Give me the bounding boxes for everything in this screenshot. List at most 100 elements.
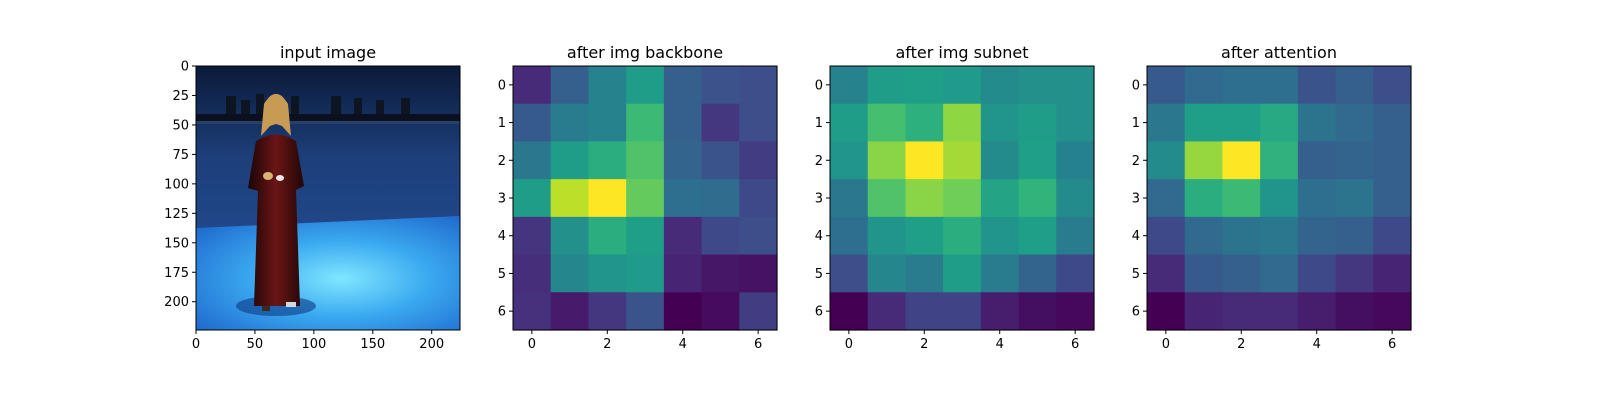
heatmap-cell — [1222, 103, 1261, 143]
heatmap-cell — [550, 254, 590, 293]
heatmap-cell — [739, 66, 778, 105]
heatmap-cell — [588, 292, 627, 331]
y-axis: 0 1 2 3 4 5 6 — [815, 78, 830, 320]
heatmap-cell — [1222, 66, 1261, 105]
heatmap-cell — [1184, 179, 1224, 218]
y-tick-label: 3 — [1132, 192, 1140, 207]
y-tick-label: 1 — [498, 116, 506, 131]
heatmap-cell — [1147, 179, 1186, 218]
y-tick-label: 100 — [164, 177, 189, 192]
y-tick-label: 0 — [498, 78, 506, 93]
y-tick-label: 0 — [1132, 78, 1140, 93]
y-tick-label: 6 — [815, 305, 823, 320]
heatmap-cell — [1335, 254, 1374, 293]
x-tick-label: 100 — [301, 337, 326, 352]
heatmap-cell — [1222, 216, 1261, 256]
y-tick-label: 4 — [815, 229, 823, 244]
x-tick-label: 4 — [679, 337, 687, 352]
heatmap-cell — [905, 103, 944, 143]
heatmap-cell — [550, 66, 590, 105]
heatmap-cell — [1335, 103, 1374, 143]
heatmap-cell — [663, 216, 703, 256]
x-tick-label: 4 — [1313, 337, 1321, 352]
heatmap-cell — [943, 216, 982, 256]
y-tick-label: 1 — [815, 116, 823, 131]
heatmap-cell — [1056, 216, 1095, 256]
heatmap-cell — [1373, 216, 1412, 256]
heatmap-cell — [513, 66, 552, 105]
heatmap-cell — [701, 103, 740, 143]
heatmap-cell — [830, 254, 869, 293]
heatmap-cell — [739, 179, 778, 218]
y-tick-label: 200 — [164, 295, 189, 310]
heatmap-cell — [1260, 141, 1299, 180]
heatmap-cell — [513, 254, 552, 293]
heatmap-cell — [1373, 292, 1412, 331]
x-axis: 0 2 4 6 — [528, 330, 762, 352]
heatmap-cell — [1297, 216, 1337, 256]
heatmap-cell — [513, 103, 552, 143]
x-tick-label: 200 — [419, 337, 444, 352]
heatmap-cell — [1297, 141, 1337, 180]
heatmap-cell — [830, 292, 869, 331]
heatmap-cell — [1335, 292, 1374, 331]
heatmap-cell — [943, 254, 982, 293]
heatmap-cell — [626, 179, 665, 218]
heatmap-cell — [1373, 179, 1412, 218]
heatmap-cell — [905, 254, 944, 293]
x-tick-label: 0 — [192, 337, 200, 352]
heatmap-cell — [588, 254, 627, 293]
heatmap-cell — [905, 292, 944, 331]
y-tick-label: 6 — [1132, 305, 1140, 320]
heatmap-cell — [1018, 216, 1057, 256]
heatmap-cell — [626, 216, 665, 256]
heatmap-cell — [1056, 292, 1095, 331]
heatmap-cell — [513, 179, 552, 218]
heatmap-cell — [1184, 103, 1224, 143]
heatmap-cell — [980, 141, 1020, 180]
heatmap-cell — [1147, 103, 1186, 143]
heatmap-cell — [1018, 141, 1057, 180]
heatmap-cell — [1260, 254, 1299, 293]
y-tick-label: 2 — [815, 154, 823, 169]
heatmap-cell — [830, 66, 869, 105]
plot-frame — [195, 65, 461, 331]
heatmap-cell — [943, 141, 982, 180]
heatmap-cell — [626, 292, 665, 331]
heatmap-cell — [1260, 179, 1299, 218]
heatmap-cell — [1335, 141, 1374, 180]
heatmap-cell — [626, 141, 665, 180]
heatmap-cell — [1056, 254, 1095, 293]
heatmap-cell — [943, 179, 982, 218]
y-tick-label: 6 — [498, 305, 506, 320]
y-tick-label: 3 — [815, 192, 823, 207]
heatmap-cell — [1018, 179, 1057, 218]
heatmap-cell — [1184, 216, 1224, 256]
heatmap-cell — [1018, 254, 1057, 293]
heatmap-cells — [830, 66, 1095, 331]
y-tick-label: 3 — [498, 192, 506, 207]
heatmap-cell — [550, 141, 590, 180]
heatmap-cell — [1297, 66, 1337, 105]
heatmap-cell — [1222, 179, 1261, 218]
heatmap-cell — [867, 141, 907, 180]
heatmap-cell — [943, 66, 982, 105]
x-axis: 0 2 4 6 — [1162, 330, 1396, 352]
heatmap-cell — [867, 292, 907, 331]
heatmap-cell — [905, 179, 944, 218]
heatmap-cell — [1260, 66, 1299, 105]
panel-title: after img subnet — [895, 43, 1028, 62]
heatmap-cells — [513, 66, 778, 331]
heatmap-cell — [701, 254, 740, 293]
heatmap-cell — [1297, 179, 1337, 218]
heatmap-cell — [1260, 103, 1299, 143]
y-tick-label: 0 — [181, 60, 189, 75]
panel-title: after attention — [1221, 43, 1337, 62]
y-tick-label: 75 — [172, 148, 189, 163]
heatmap-cell — [588, 216, 627, 256]
heatmap-cell — [905, 141, 944, 180]
heatmap-cell — [701, 216, 740, 256]
x-tick-label: 6 — [1071, 337, 1079, 352]
heatmap-cell — [867, 216, 907, 256]
y-axis: 0 1 2 3 4 5 6 — [498, 78, 513, 320]
